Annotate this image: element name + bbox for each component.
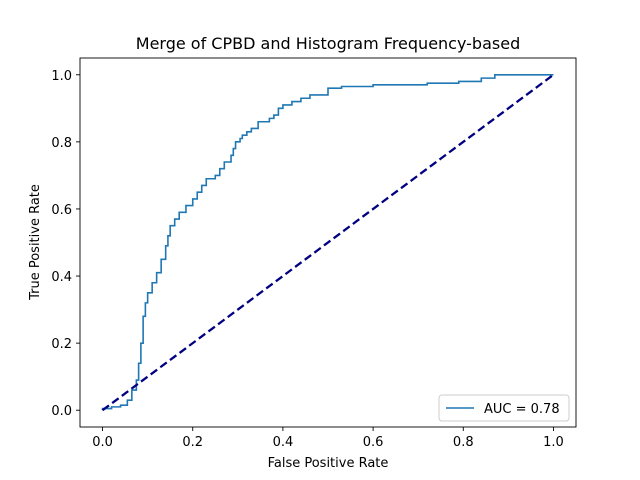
chart-title: Merge of CPBD and Histogram Frequency-ba… <box>136 34 520 53</box>
y-tick-label: 1.0 <box>51 69 72 84</box>
x-tick-label: 0.8 <box>453 435 474 450</box>
y-tick-label: 0.2 <box>51 337 72 352</box>
legend-box <box>438 394 570 422</box>
plot-area <box>101 73 555 412</box>
axes: 0.0 0.2 0.4 0.6 0.8 1.0 0.0 0.2 0.4 0.6 0.8 1.0 <box>51 57 577 450</box>
x-tick-label: 0.6 <box>363 435 384 450</box>
chance-diagonal-line <box>101 73 555 412</box>
legend: AUC = 0.78 <box>438 394 570 422</box>
y-axis-label: True Positive Rate <box>28 184 43 301</box>
axes-frame <box>79 57 577 428</box>
legend-label: AUC = 0.78 <box>484 402 560 417</box>
roc-curve-line <box>101 73 554 411</box>
y-tick-label: 0.8 <box>51 136 72 151</box>
y-tick-label: 0.0 <box>51 404 72 419</box>
x-tick-label: 0.4 <box>273 435 294 450</box>
x-axis-label: False Positive Rate <box>268 456 389 471</box>
x-tick-label: 0.0 <box>92 435 113 450</box>
y-tick-label: 0.4 <box>51 270 72 285</box>
x-tick-label: 0.2 <box>182 435 203 450</box>
y-tick-label: 0.6 <box>51 203 72 218</box>
x-tick-label: 1.0 <box>543 435 564 450</box>
